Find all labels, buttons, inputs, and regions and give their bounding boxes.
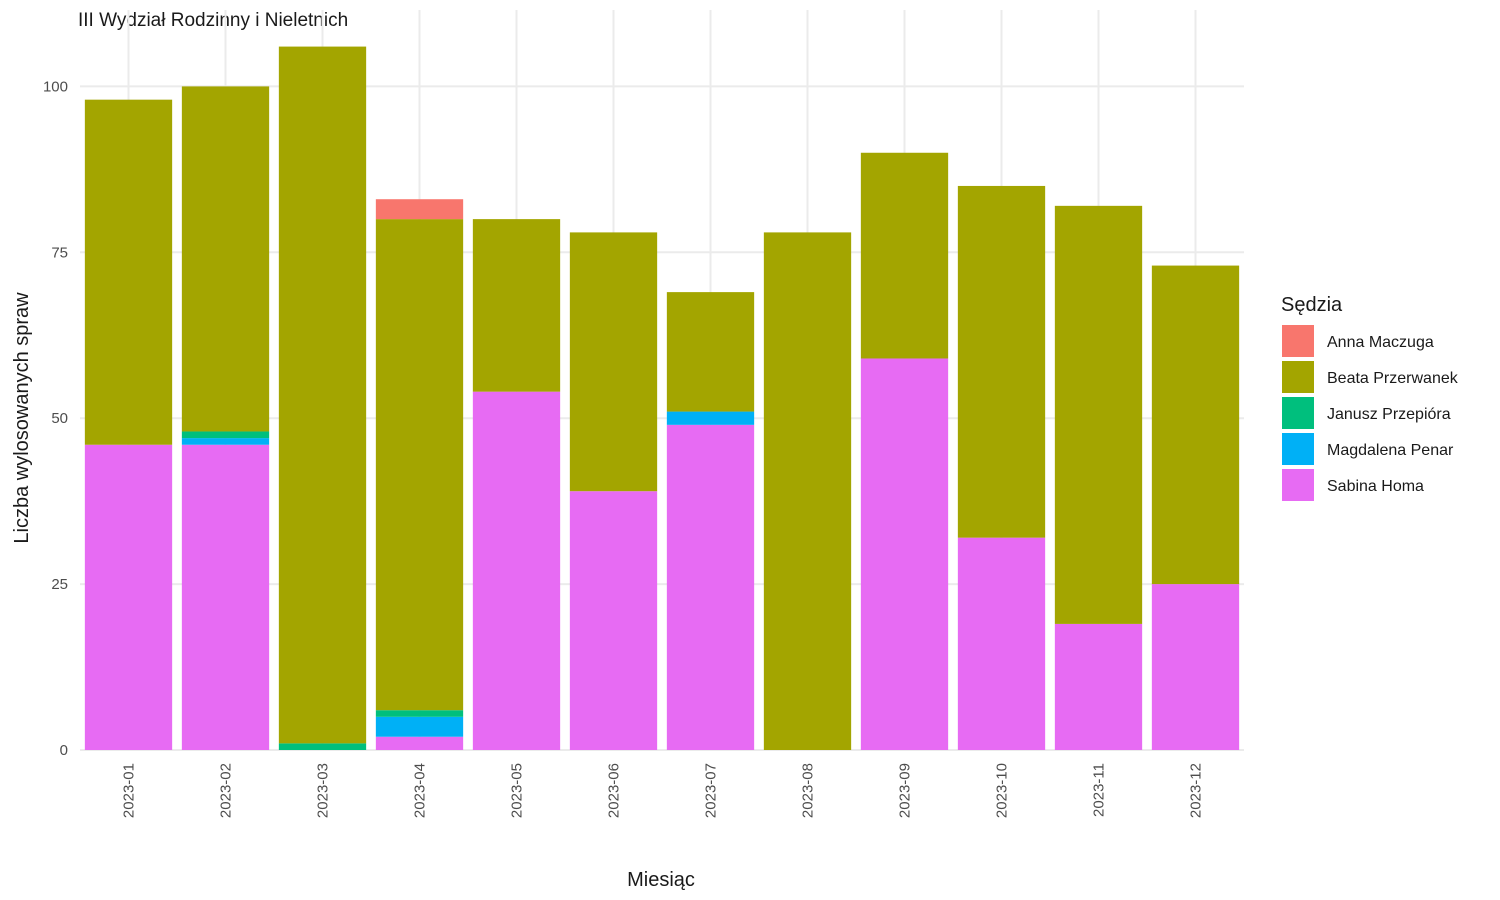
y-tick-label: 50 (51, 410, 68, 427)
bar-2023-09-s3 (860, 152, 949, 359)
y-axis-ticks: 0 25 50 75 100 (43, 78, 68, 759)
bar-2023-02-s3 (181, 86, 270, 432)
x-tick-label: 2023-06 (606, 763, 623, 818)
legend-title: Sędzia (1281, 294, 1343, 316)
x-tick-label: 2023-03 (315, 763, 332, 818)
bar-2023-06-s3 (569, 232, 658, 492)
bars (84, 46, 1240, 751)
x-tick-label: 2023-04 (412, 763, 429, 818)
bar-2023-04-s1 (375, 716, 464, 737)
legend-label: Janusz Przepióra (1327, 406, 1451, 423)
bar-2023-04-s3 (375, 219, 464, 711)
bar-2023-01-s0 (84, 444, 173, 750)
legend-label: Anna Maczuga (1327, 334, 1434, 351)
bar-2023-02-s0 (181, 444, 270, 750)
bar-2023-03-s2 (278, 743, 367, 750)
bar-2023-10-s0 (957, 537, 1046, 750)
x-tick-label: 2023-05 (509, 763, 526, 818)
x-tick-label: 2023-08 (800, 763, 817, 818)
bar-2023-05-s0 (472, 391, 561, 750)
bar-2023-12-s0 (1151, 584, 1240, 750)
bar-2023-06-s0 (569, 491, 658, 750)
y-tick-label: 25 (51, 576, 68, 593)
x-tick-label: 2023-10 (994, 763, 1011, 818)
legend-label: Beata Przerwanek (1327, 370, 1459, 387)
bar-2023-07-s3 (666, 292, 755, 412)
legend-label: Magdalena Penar (1327, 442, 1454, 459)
x-tick-label: 2023-09 (897, 763, 914, 818)
x-axis-ticks: 2023-01 2023-02 2023-03 2023-04 2023-05 2023-… (121, 763, 1205, 818)
bar-2023-02-s1 (181, 438, 270, 445)
x-axis-title: Miesiąc (627, 869, 695, 891)
legend-key (1282, 469, 1314, 501)
bar-2023-09-s0 (860, 358, 949, 750)
bar-2023-04-s0 (375, 736, 464, 750)
bar-2023-03-s3 (278, 46, 367, 744)
x-tick-label: 2023-12 (1188, 763, 1205, 818)
x-tick-label: 2023-11 (1091, 763, 1108, 817)
legend-key (1282, 433, 1314, 465)
bar-2023-07-s0 (666, 424, 755, 750)
legend-key (1282, 397, 1314, 429)
y-axis-title: Liczba wylosowanych spraw (11, 292, 33, 544)
bar-2023-01-s3 (84, 99, 173, 445)
legend-key (1282, 325, 1314, 357)
chart-title: III Wydział Rodzinny i Nieletnich (78, 10, 348, 31)
y-tick-label: 100 (43, 78, 68, 95)
x-tick-label: 2023-02 (218, 763, 235, 818)
bar-2023-02-s2 (181, 431, 270, 439)
bar-2023-05-s3 (472, 219, 561, 392)
bar-2023-10-s3 (957, 185, 1046, 538)
legend: Sędzia Anna Maczuga Beata Przerwanek Janus… (1281, 294, 1459, 501)
bar-2023-08-s3 (763, 232, 852, 751)
bar-2023-07-s1 (666, 411, 755, 425)
bar-2023-04-s2 (375, 710, 464, 717)
bar-2023-11-s3 (1054, 205, 1143, 624)
bar-2023-11-s0 (1054, 623, 1143, 750)
y-tick-label: 0 (60, 742, 68, 759)
legend-label: Sabina Homa (1327, 478, 1424, 495)
y-tick-label: 75 (51, 244, 68, 261)
x-tick-label: 2023-07 (703, 763, 720, 818)
legend-key (1282, 361, 1314, 393)
bar-2023-12-s3 (1151, 265, 1240, 585)
bar-2023-04-s4 (375, 199, 464, 220)
x-tick-label: 2023-01 (121, 763, 138, 818)
